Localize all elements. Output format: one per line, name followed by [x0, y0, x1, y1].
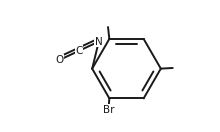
Text: N: N: [95, 37, 103, 47]
Text: O: O: [55, 55, 63, 65]
Text: Br: Br: [103, 105, 114, 115]
Text: C: C: [75, 46, 83, 56]
